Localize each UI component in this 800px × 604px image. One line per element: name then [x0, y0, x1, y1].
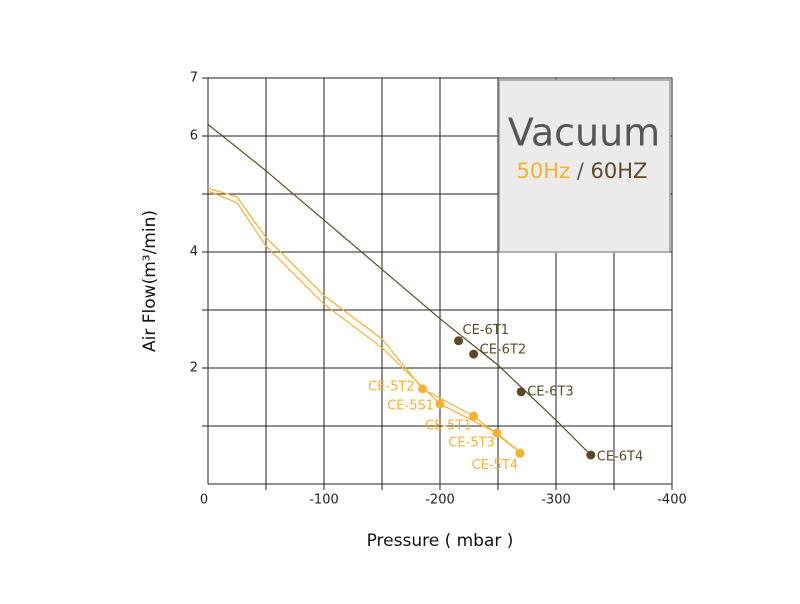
y-axis-label: Air Flow(m³/min): [140, 210, 160, 352]
point-label: CE-5T1: [425, 419, 471, 434]
point-label: CE-6T2: [480, 343, 526, 358]
point-label: CE-5S1: [387, 398, 434, 413]
legend-box: [498, 79, 671, 253]
legend-entry: 60HZ: [591, 159, 648, 183]
point-label: CE-5T2: [368, 379, 414, 394]
legend-items: 50Hz / 60HZ: [517, 159, 648, 183]
series-line: [207, 187, 522, 454]
point-label: CE-6T1: [463, 323, 509, 338]
data-point: [454, 336, 464, 346]
data-point: [516, 387, 526, 397]
data-point: [515, 448, 525, 458]
x-tick-label: -100: [309, 493, 339, 508]
x-tick-label: 0: [200, 493, 208, 508]
data-point: [492, 428, 502, 438]
data-point: [435, 399, 445, 409]
x-tick-label: -200: [425, 493, 455, 508]
x-tick-label: -300: [541, 493, 571, 508]
legend-title: Vacuum: [508, 111, 660, 155]
series-line: [207, 123, 592, 456]
point-label: CE-5T4: [472, 458, 518, 473]
legend-entry: 50Hz: [517, 159, 571, 183]
y-tick-label: 6: [190, 129, 198, 144]
point-label: CE-5T3: [448, 435, 494, 450]
x-axis-label: Pressure ( mbar ): [367, 531, 514, 551]
data-point: [469, 411, 479, 421]
series-line: [207, 190, 522, 454]
point-label: CE-6T3: [527, 384, 573, 399]
y-tick-label: 2: [190, 361, 198, 376]
x-tick-label: -400: [657, 493, 687, 508]
y-tick-label: 7: [190, 71, 198, 86]
data-point: [586, 450, 596, 460]
point-label: CE-6T4: [597, 450, 643, 465]
y-tick-label: 4: [190, 245, 198, 260]
data-point: [469, 349, 479, 359]
data-point: [418, 384, 428, 394]
legend-separator: /: [570, 159, 590, 183]
